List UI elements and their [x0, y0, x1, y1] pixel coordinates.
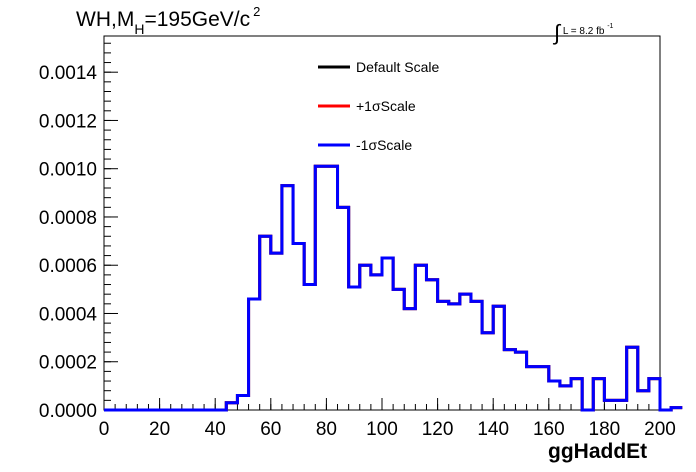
- luminosity-superscript: -1: [607, 23, 614, 30]
- series-lines: [104, 164, 683, 412]
- y-tick-label: 0.0002: [39, 353, 97, 374]
- legend: Default Scale +1σScale -1σScale: [318, 59, 439, 153]
- x-tick-label: 20: [149, 419, 170, 440]
- series-line-2: [104, 164, 683, 412]
- title-superscript: 2: [253, 4, 261, 19]
- y-tick-label: 0.0014: [39, 63, 98, 84]
- y-tick-label: 0.0012: [39, 111, 97, 132]
- x-tick-label: 100: [366, 419, 398, 440]
- x-tick-label: 80: [316, 419, 337, 440]
- x-tick-label: 0: [99, 419, 110, 440]
- luminosity-text: L = 8.2 fb: [562, 26, 605, 37]
- y-tick-label: 0.0000: [39, 401, 97, 422]
- y-tick-label: 0.0004: [39, 304, 98, 325]
- legend-label: +1σScale: [356, 98, 416, 114]
- luminosity-label: ∫ L = 8.2 fb -1: [554, 14, 614, 45]
- legend-label: -1σScale: [356, 137, 412, 153]
- integral-symbol: ∫: [554, 20, 561, 45]
- y-axis-ticks: 0.0000 0.0002 0.0004 0.0006 0.0008 0.0010 0.00…: [39, 42, 118, 422]
- x-tick-label: 60: [260, 419, 281, 440]
- x-tick-label: 180: [589, 419, 621, 440]
- x-axis-label: ggHaddEt: [548, 440, 648, 463]
- legend-label: Default Scale: [356, 59, 439, 75]
- title-subscript: H: [134, 21, 145, 37]
- x-tick-label: 120: [422, 419, 454, 440]
- x-axis-ticks: 0 20 40 60 80 100 120 140 160 180 200: [99, 398, 676, 440]
- y-tick-label: 0.0010: [39, 160, 97, 181]
- x-tick-label: 140: [477, 419, 509, 440]
- x-tick-label: 200: [644, 419, 676, 440]
- title-rest: =195GeV/c: [144, 8, 251, 31]
- chart-title: WH,MH=195GeV/c 2: [76, 4, 260, 37]
- title-main-text: WH,M: [76, 8, 135, 31]
- y-tick-label: 0.0006: [39, 256, 97, 277]
- plot-frame: [103, 35, 661, 411]
- x-tick-label: 160: [533, 419, 565, 440]
- y-tick-label: 0.0008: [39, 208, 97, 229]
- x-tick-label: 40: [205, 419, 226, 440]
